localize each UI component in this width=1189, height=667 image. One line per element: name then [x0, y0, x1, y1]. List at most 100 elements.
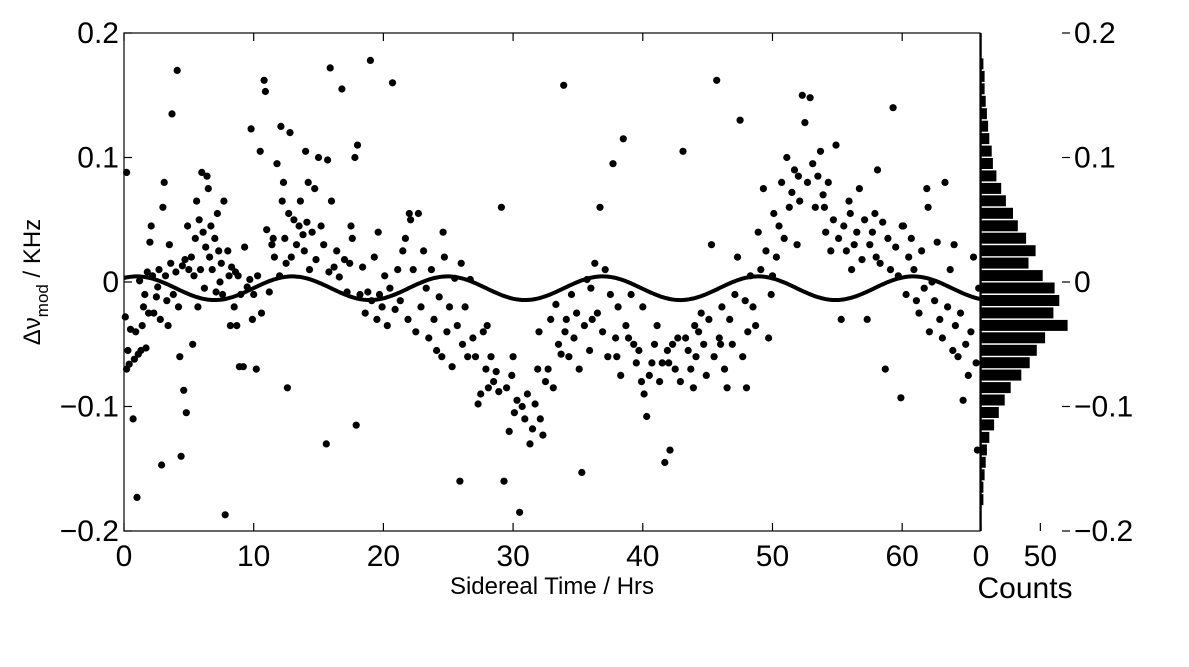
data-point — [692, 353, 700, 361]
data-point — [872, 253, 880, 261]
data-point — [873, 166, 882, 174]
data-point — [176, 353, 184, 361]
data-point — [665, 359, 673, 367]
data-point — [425, 334, 433, 342]
data-point — [142, 344, 150, 352]
data-point — [505, 427, 513, 435]
data-point — [969, 253, 978, 261]
histogram-bar — [981, 257, 1029, 269]
data-point — [263, 226, 271, 234]
data-point — [578, 468, 586, 477]
data-point — [684, 346, 692, 355]
data-point — [443, 328, 451, 336]
data-point — [257, 309, 266, 317]
data-point — [458, 340, 467, 348]
data-point — [749, 303, 757, 311]
data-point — [941, 178, 949, 186]
x-tick-label: 20 — [367, 540, 400, 573]
data-point — [163, 297, 171, 305]
data-point — [775, 222, 783, 230]
data-point — [495, 388, 503, 396]
data-point — [254, 272, 262, 280]
data-point — [156, 315, 164, 323]
data-point — [146, 238, 154, 246]
histogram-bar — [981, 182, 1002, 194]
data-point — [554, 340, 563, 348]
data-point — [420, 247, 428, 255]
data-point — [226, 322, 234, 330]
data-point — [305, 266, 314, 274]
data-point — [726, 315, 734, 323]
data-point — [816, 147, 825, 155]
data-point — [352, 421, 360, 429]
data-point — [728, 340, 736, 348]
data-point — [619, 135, 627, 143]
data-point — [599, 328, 607, 336]
data-point — [850, 241, 858, 249]
data-point — [798, 91, 806, 99]
data-point — [931, 297, 939, 305]
data-point — [536, 415, 544, 423]
data-point — [212, 288, 220, 296]
data-point — [811, 203, 819, 211]
data-point — [213, 209, 221, 218]
data-point — [182, 409, 190, 417]
data-point — [609, 160, 617, 168]
data-point — [207, 222, 215, 230]
data-point — [848, 266, 856, 274]
y-axis-label-symbol: Δν — [19, 317, 46, 345]
data-point — [173, 66, 181, 74]
data-point — [827, 247, 835, 255]
data-point — [715, 334, 723, 342]
data-point — [593, 309, 602, 317]
histogram-bar — [981, 407, 999, 418]
data-point — [215, 247, 223, 255]
data-point — [177, 452, 185, 460]
data-point — [868, 228, 877, 236]
data-point — [691, 322, 699, 330]
data-point — [933, 238, 941, 246]
data-point — [296, 197, 304, 205]
data-point — [469, 334, 477, 342]
data-point — [174, 303, 183, 311]
data-point — [793, 241, 801, 249]
data-point — [194, 303, 202, 311]
histogram-x-tick-label: 0 — [973, 540, 990, 573]
x-tick-label: 0 — [116, 540, 133, 573]
data-point — [448, 363, 456, 371]
data-point — [252, 365, 260, 373]
y-tick-label: 0.2 — [77, 17, 119, 50]
data-point — [351, 153, 359, 162]
data-point — [484, 384, 492, 392]
data-point — [723, 384, 731, 392]
data-point — [471, 353, 480, 361]
data-point — [596, 203, 604, 211]
data-point — [133, 493, 141, 501]
data-point — [217, 259, 225, 267]
data-point — [401, 234, 409, 242]
data-point — [950, 241, 958, 249]
y-axis-label-unit: / KHz — [19, 219, 46, 284]
data-point — [206, 253, 214, 261]
data-point — [561, 328, 569, 336]
data-point — [445, 303, 454, 311]
data-point — [230, 303, 238, 311]
data-point — [637, 378, 646, 386]
data-point — [820, 203, 829, 211]
plot-frame — [123, 32, 981, 532]
data-point — [627, 290, 635, 299]
data-point — [682, 334, 690, 342]
data-point — [225, 272, 233, 280]
data-point — [541, 378, 550, 386]
data-point — [570, 334, 578, 342]
data-point — [601, 266, 609, 274]
data-point — [147, 222, 155, 230]
data-point — [370, 253, 378, 261]
data-point — [364, 288, 372, 296]
data-point — [531, 400, 539, 408]
data-point — [273, 160, 281, 168]
data-point — [518, 402, 526, 411]
data-point — [322, 440, 330, 448]
data-point — [534, 365, 542, 373]
data-point — [325, 268, 333, 276]
